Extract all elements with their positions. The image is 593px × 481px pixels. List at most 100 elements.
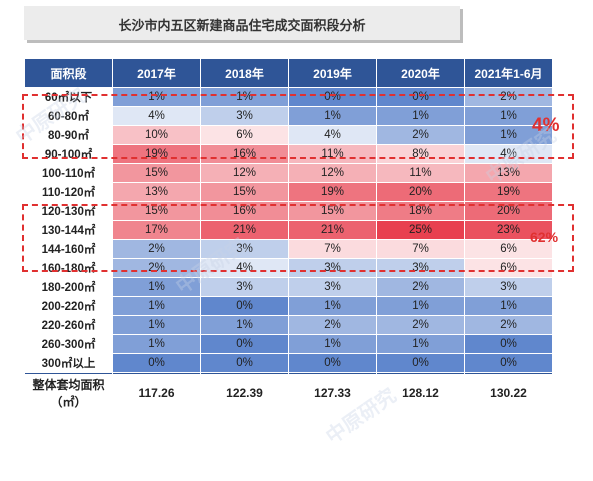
table-row: 120-130㎡ 15% 16% 15% 18% 20% <box>25 202 552 220</box>
value-cell: 6% <box>201 126 288 144</box>
value-cell: 2% <box>377 126 464 144</box>
row-label: 160-180㎡ <box>25 259 112 277</box>
value-cell: 3% <box>201 278 288 296</box>
row-label: 180-200㎡ <box>25 278 112 296</box>
value-cell: 1% <box>113 335 200 353</box>
annotation-4pct: 4% <box>532 115 560 136</box>
value-cell: 0% <box>113 354 200 372</box>
value-cell: 1% <box>377 335 464 353</box>
value-cell: 1% <box>465 107 552 125</box>
data-table: 面积段 2017年 2018年 2019年 2020年 2021年1-6月 60㎡以下 1%… <box>24 58 553 413</box>
total-value-cell: 122.39 <box>201 373 288 412</box>
column-header: 面积段 <box>25 59 112 87</box>
row-label: 110-120㎡ <box>25 183 112 201</box>
value-cell: 2% <box>465 88 552 106</box>
value-cell: 20% <box>377 183 464 201</box>
row-label: 120-130㎡ <box>25 202 112 220</box>
value-cell: 3% <box>289 259 376 277</box>
value-cell: 11% <box>377 164 464 182</box>
value-cell: 6% <box>465 259 552 277</box>
value-cell: 1% <box>465 297 552 315</box>
value-cell: 3% <box>201 240 288 258</box>
table-row: 160-180㎡ 2% 4% 3% 3% 6% <box>25 259 552 277</box>
value-cell: 7% <box>377 240 464 258</box>
value-cell: 3% <box>377 259 464 277</box>
value-cell: 0% <box>289 354 376 372</box>
value-cell: 23% <box>465 221 552 239</box>
chart-title: 长沙市内五区新建商品住宅成交面积段分析 <box>118 18 366 33</box>
table-row: 90-100㎡ 19% 16% 11% 8% 4% <box>25 145 552 163</box>
value-cell: 2% <box>113 259 200 277</box>
value-cell: 1% <box>289 335 376 353</box>
value-cell: 12% <box>289 164 376 182</box>
value-cell: 13% <box>465 164 552 182</box>
value-cell: 0% <box>289 88 376 106</box>
value-cell: 2% <box>289 316 376 334</box>
value-cell: 21% <box>201 221 288 239</box>
table-row: 144-160㎡ 2% 3% 7% 7% 6% <box>25 240 552 258</box>
value-cell: 12% <box>201 164 288 182</box>
annotation-62pct: 62% <box>530 229 559 245</box>
value-cell: 4% <box>465 145 552 163</box>
column-header: 2021年1-6月 <box>465 59 552 87</box>
row-label: 60-80㎡ <box>25 107 112 125</box>
value-cell: 25% <box>377 221 464 239</box>
value-cell: 1% <box>201 88 288 106</box>
value-cell: 7% <box>289 240 376 258</box>
value-cell: 6% <box>465 240 552 258</box>
total-value-cell: 128.12 <box>377 373 464 412</box>
value-cell: 15% <box>113 202 200 220</box>
value-cell: 16% <box>201 202 288 220</box>
column-header: 2019年 <box>289 59 376 87</box>
value-cell: 0% <box>201 297 288 315</box>
value-cell: 19% <box>465 183 552 201</box>
row-label: 200-220㎡ <box>25 297 112 315</box>
row-label: 60㎡以下 <box>25 88 112 106</box>
title-box: 长沙市内五区新建商品住宅成交面积段分析 <box>24 6 460 40</box>
table-row: 130-144㎡ 17% 21% 21% 25% 23% <box>25 221 552 239</box>
row-label: 90-100㎡ <box>25 145 112 163</box>
table-row: 110-120㎡ 13% 15% 19% 20% 19% <box>25 183 552 201</box>
total-value-cell: 117.26 <box>113 373 200 412</box>
value-cell: 4% <box>201 259 288 277</box>
table-row: 60㎡以下 1% 1% 0% 0% 2% <box>25 88 552 106</box>
row-label: 300㎡以上 <box>25 354 112 372</box>
value-cell: 18% <box>377 202 464 220</box>
value-cell: 15% <box>113 164 200 182</box>
value-cell: 1% <box>377 107 464 125</box>
table-row: 180-200㎡ 1% 3% 3% 2% 3% <box>25 278 552 296</box>
value-cell: 11% <box>289 145 376 163</box>
value-cell: 3% <box>465 278 552 296</box>
table-row: 100-110㎡ 15% 12% 12% 11% 13% <box>25 164 552 182</box>
column-header: 2020年 <box>377 59 464 87</box>
value-cell: 8% <box>377 145 464 163</box>
column-header: 2017年 <box>113 59 200 87</box>
value-cell: 0% <box>465 354 552 372</box>
row-label: 130-144㎡ <box>25 221 112 239</box>
table-row: 200-220㎡ 1% 0% 1% 1% 1% <box>25 297 552 315</box>
row-label: 260-300㎡ <box>25 335 112 353</box>
table-row: 60-80㎡ 4% 3% 1% 1% 1% <box>25 107 552 125</box>
value-cell: 1% <box>113 88 200 106</box>
value-cell: 19% <box>113 145 200 163</box>
value-cell: 1% <box>289 297 376 315</box>
value-cell: 17% <box>113 221 200 239</box>
value-cell: 10% <box>113 126 200 144</box>
value-cell: 15% <box>289 202 376 220</box>
value-cell: 1% <box>113 278 200 296</box>
table-row: 80-90㎡ 10% 6% 4% 2% 1% <box>25 126 552 144</box>
value-cell: 3% <box>201 107 288 125</box>
value-cell: 1% <box>377 297 464 315</box>
table-row: 260-300㎡ 1% 0% 1% 1% 0% <box>25 335 552 353</box>
value-cell: 13% <box>113 183 200 201</box>
row-label: 220-260㎡ <box>25 316 112 334</box>
value-cell: 0% <box>201 335 288 353</box>
value-cell: 2% <box>377 316 464 334</box>
total-row: 整体套均面积（㎡） 117.26 122.39 127.33 128.12 130.22 <box>25 373 552 412</box>
value-cell: 21% <box>289 221 376 239</box>
value-cell: 0% <box>377 88 464 106</box>
value-cell: 1% <box>465 126 552 144</box>
total-value-cell: 130.22 <box>465 373 552 412</box>
value-cell: 4% <box>289 126 376 144</box>
value-cell: 0% <box>201 354 288 372</box>
